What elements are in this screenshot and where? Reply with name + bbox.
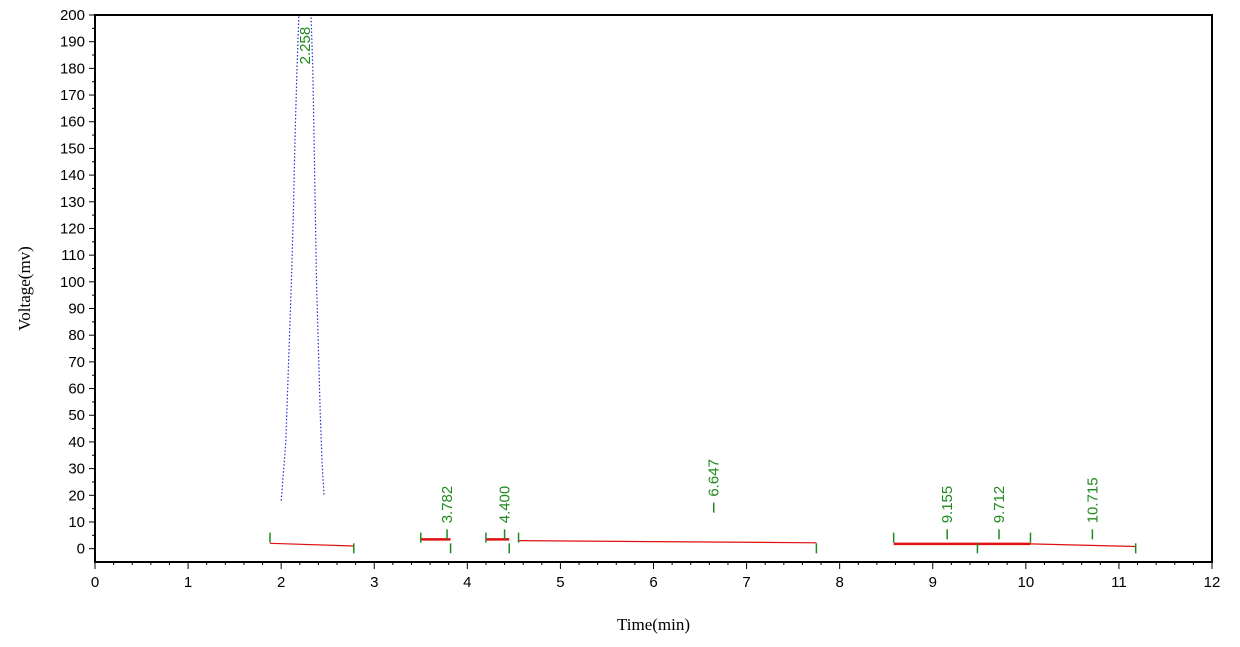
y-tick-label: 110 (61, 247, 85, 264)
peak-label: 10.715 (1084, 477, 1101, 523)
y-tick-label: 60 (68, 381, 85, 398)
y-tick-label: 90 (68, 301, 85, 318)
x-tick-label: 9 (929, 574, 937, 591)
peak-label: 3.782 (439, 486, 456, 524)
peak-label: 6.647 (706, 459, 723, 497)
peak-label: 9.155 (939, 486, 956, 524)
y-tick-label: 0 (77, 541, 85, 558)
x-tick-label: 7 (742, 574, 750, 591)
y-tick-label: 190 (60, 34, 85, 51)
plot-frame (94, 14, 1213, 563)
peak-label: 9.712 (991, 486, 1008, 524)
y-axis-title: Voltage(mv) (15, 246, 34, 331)
x-tick-label: 3 (370, 574, 378, 591)
plot-area: 2.258 3.782 4.400 6.647 9.155 9.712 10.715 (269, 15, 1137, 554)
y-tick-label: 30 (68, 461, 85, 478)
y-tick-label: 200 (60, 7, 85, 24)
y-tick-label: 160 (60, 114, 85, 131)
y-tick-label: 50 (68, 407, 85, 424)
signal-trace (280, 15, 325, 501)
y-tick-label: 140 (60, 167, 85, 184)
y-tick-label: 80 (68, 327, 85, 344)
x-tick-label: 2 (277, 574, 285, 591)
x-tick-label: 10 (1017, 574, 1034, 591)
y-tick-label: 20 (68, 487, 85, 504)
peak-label: 2.258 (297, 27, 314, 65)
x-tick-label: 6 (649, 574, 657, 591)
y-tick-label: 10 (68, 514, 85, 531)
x-axis-title: Time(min) (617, 615, 690, 634)
y-axis: 0 10 20 30 40 50 60 70 80 90 100 110 120 130 140 150 160… (60, 7, 95, 558)
x-tick-label: 5 (556, 574, 564, 591)
x-tick-label: 1 (184, 574, 192, 591)
x-tick-label: 8 (835, 574, 843, 591)
peak-label: 4.400 (497, 486, 514, 524)
baseline-segment (269, 542, 354, 547)
y-tick-label: 180 (60, 60, 85, 77)
y-tick-label: 70 (68, 354, 85, 371)
x-axis: 0 1 2 3 4 5 6 7 8 9 10 11 12 (91, 562, 1221, 591)
x-tick-label: 12 (1204, 574, 1221, 591)
y-tick-label: 120 (60, 220, 85, 237)
y-tick-label: 130 (60, 194, 85, 211)
y-tick-label: 40 (68, 434, 85, 451)
x-tick-label: 0 (91, 574, 99, 591)
y-tick-label: 150 (60, 140, 85, 157)
baseline-segment (518, 540, 817, 544)
x-tick-label: 11 (1111, 574, 1127, 591)
y-tick-label: 100 (60, 274, 85, 291)
x-tick-label: 4 (463, 574, 471, 591)
baseline-segment (1030, 543, 1136, 548)
y-tick-label: 170 (60, 87, 85, 104)
